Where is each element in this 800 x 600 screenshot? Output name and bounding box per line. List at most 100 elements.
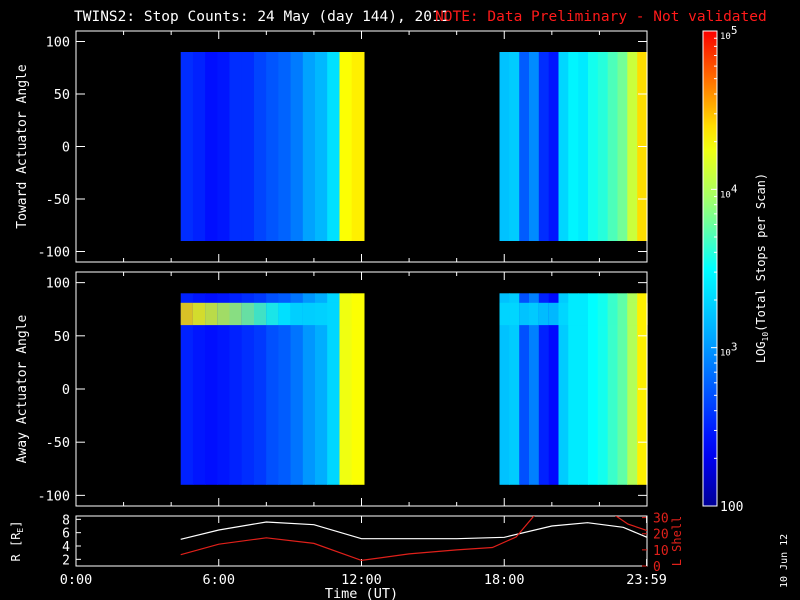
away-cell: [290, 293, 304, 485]
away-band-cell: [548, 302, 560, 326]
away-band-cell: [229, 302, 243, 326]
away-cell: [588, 293, 599, 485]
l-shell-line: [614, 516, 647, 532]
away-cell: [302, 293, 316, 485]
toward-cell: [588, 52, 599, 241]
toward-ytick-label: -50: [46, 192, 70, 208]
colorbar-label: LOG10(Total Stops per Scan): [754, 173, 770, 363]
toward-cell: [241, 52, 255, 241]
toward-cell: [302, 52, 316, 241]
away-cell: [538, 293, 550, 485]
away-band-cell: [627, 302, 638, 326]
toward-cell: [499, 52, 510, 241]
away-band-cell: [180, 302, 194, 326]
toward-cell: [278, 52, 292, 241]
away-cell: [254, 293, 267, 485]
toward-cell: [229, 52, 243, 241]
toward-cell: [607, 52, 619, 241]
colorbar-label-main: LOG: [754, 341, 768, 363]
away-band-cell: [578, 302, 589, 326]
colorbar-strip: [703, 31, 717, 506]
time-xtick-label: 6:00: [202, 572, 235, 588]
r-axis-label-main: R [R: [9, 532, 23, 562]
away-band-cell: [558, 302, 569, 326]
away-cell: [509, 293, 520, 485]
toward-cell: [351, 52, 365, 241]
away-ytick-label: -50: [46, 435, 70, 451]
away-band-cell: [302, 302, 316, 326]
toward-cell: [529, 52, 540, 241]
l-shell-line: [180, 516, 535, 562]
colorbar-tick-label: 104: [720, 182, 738, 200]
away-cell: [241, 293, 255, 485]
colorbar-label-sub: 10: [761, 332, 770, 342]
away-cell: [617, 293, 628, 485]
r-ytick-label: 2: [62, 553, 70, 568]
away-band-cell: [254, 302, 267, 326]
toward-cell: [254, 52, 267, 241]
colorbar-tick-label: 103: [720, 341, 737, 359]
away-cell: [558, 293, 569, 485]
away-band-cell: [529, 302, 540, 326]
away-band-cell: [538, 302, 550, 326]
toward-cell: [617, 52, 628, 241]
preliminary-note: NOTE: Data Preliminary - Not validated: [435, 9, 767, 25]
away-band-cell: [499, 302, 510, 326]
colorbar-tick-exp: 4: [731, 182, 738, 195]
away-cell: [578, 293, 589, 485]
away-cell: [499, 293, 510, 485]
away-cell: [315, 293, 328, 485]
away-panel: 100 50 0 -50 -100 Away Actuator Angle: [15, 271, 648, 507]
orbit-frame: [75, 515, 648, 567]
away-band-cell: [519, 302, 530, 326]
toward-cell: [548, 52, 560, 241]
away-ytick-label: 0: [62, 382, 70, 398]
toward-cell: [538, 52, 550, 241]
away-band-cell: [315, 302, 328, 326]
toward-cell: [558, 52, 569, 241]
away-cell: [568, 293, 579, 485]
toward-ytick-label: -100: [37, 245, 70, 261]
l-shell-ytick-label: 0: [653, 560, 661, 575]
colorbar-tick-base: 10: [720, 349, 731, 359]
toward-cell: [192, 52, 206, 241]
away-band-cell: [607, 302, 619, 326]
toward-cell: [315, 52, 328, 241]
colorbar-tick-base: 10: [720, 190, 731, 200]
away-ylabel: Away Actuator Angle: [15, 314, 30, 463]
away-ytick-label: 100: [46, 276, 70, 292]
away-cell: [192, 293, 206, 485]
away-band-cell: [192, 302, 206, 326]
away-band-cell: [339, 302, 353, 326]
toward-cell: [568, 52, 579, 241]
r-ytick-label: 8: [62, 513, 70, 528]
colorbar-tick-label: 105: [720, 24, 737, 42]
time-xtick-label: 23:59: [626, 572, 667, 588]
l-shell-ytick-label: 30: [653, 512, 669, 527]
time-xtick-label: 0:00: [60, 572, 93, 588]
away-band-cell: [241, 302, 255, 326]
away-band-cell: [568, 302, 579, 326]
away-band-cell: [266, 302, 279, 326]
away-cell: [205, 293, 218, 485]
away-cell: [548, 293, 560, 485]
away-cell: [266, 293, 279, 485]
away-ytick-label: 50: [54, 329, 70, 345]
toward-cell: [578, 52, 589, 241]
toward-ytick-label: 50: [54, 87, 70, 103]
toward-cell: [509, 52, 520, 241]
away-band-cell: [278, 302, 292, 326]
r-ytick-label: 4: [62, 540, 70, 555]
away-cell: [597, 293, 609, 485]
time-axis-label: Time (UT): [325, 586, 398, 600]
colorbar-tick-base: 100: [720, 500, 743, 515]
away-cell: [278, 293, 292, 485]
toward-cell: [339, 52, 353, 241]
away-cell: [180, 293, 194, 485]
colorbar-tick-label: 100: [720, 500, 743, 515]
time-xtick-label: 12:00: [341, 572, 382, 588]
away-band-cell: [597, 302, 609, 326]
toward-cell: [519, 52, 530, 241]
